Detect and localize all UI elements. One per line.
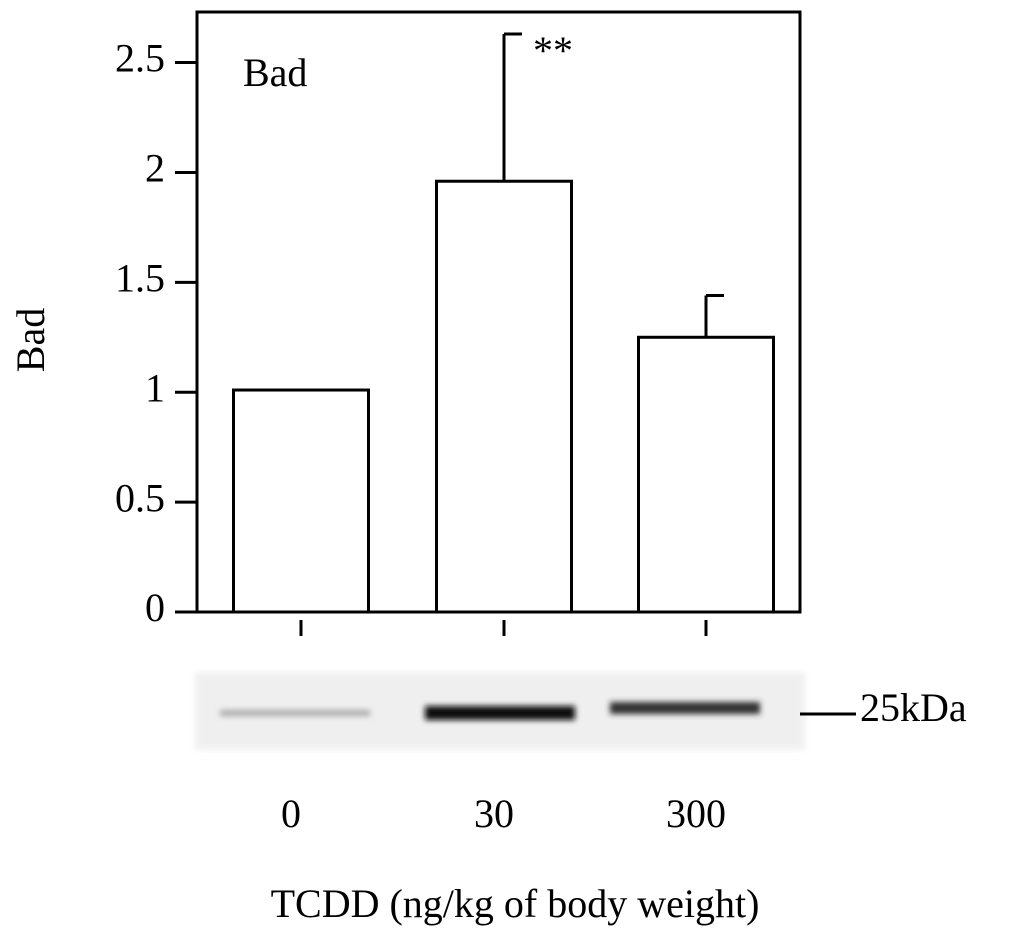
y-tick-label: 1 [145, 365, 165, 410]
y-tick-label: 1.5 [115, 256, 165, 301]
marker-label: 25kDa [860, 685, 967, 730]
western-blot [195, 672, 805, 750]
y-tick-label: 0 [145, 585, 165, 630]
y-tick-label: 2 [145, 146, 165, 191]
y-tick-label: 0.5 [115, 475, 165, 520]
bar [234, 390, 369, 612]
annotation: ** [533, 28, 573, 73]
chart-title: Bad [243, 50, 307, 95]
y-tick-label: 2.5 [115, 36, 165, 81]
bar [437, 181, 572, 612]
x-tick-label: 30 [474, 791, 514, 836]
x-tick-label: 0 [281, 791, 301, 836]
x-tick-label: 300 [666, 791, 726, 836]
x-axis-label: TCDD (ng/kg of body weight) [271, 881, 760, 926]
y-axis-label: Bad [8, 308, 53, 372]
chart: 25kDa Bad Bad TCDD (ng/kg of body weight… [0, 0, 1023, 937]
bar [639, 337, 774, 612]
